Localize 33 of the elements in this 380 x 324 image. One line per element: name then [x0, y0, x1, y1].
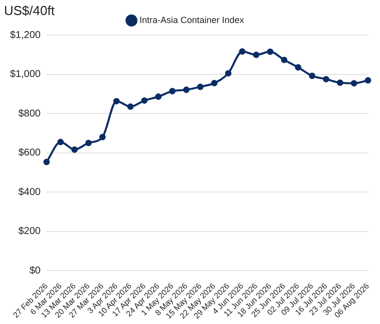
- y-tick-label: $0: [29, 265, 42, 276]
- y-tick-label: $400: [18, 186, 42, 198]
- point: [155, 93, 162, 100]
- point: [294, 64, 302, 71]
- y-tick-label: $600: [18, 148, 42, 159]
- point: [225, 70, 232, 76]
- point: [322, 76, 330, 82]
- point: [336, 79, 344, 86]
- point: [43, 158, 50, 166]
- point: [211, 80, 218, 86]
- point: [308, 72, 316, 80]
- y-tick-label: $1,200: [10, 30, 42, 41]
- point: [266, 48, 274, 55]
- y-tick-label: $200: [18, 226, 42, 238]
- point: [364, 77, 372, 84]
- point: [280, 56, 288, 64]
- point: [253, 52, 260, 58]
- point: [183, 86, 190, 93]
- y-tick-label: $800: [18, 108, 42, 120]
- point: [169, 88, 176, 94]
- point: [57, 138, 64, 146]
- point: [113, 98, 120, 104]
- point: [127, 103, 134, 110]
- point: [71, 146, 78, 153]
- y-tick-label: $1,000: [10, 69, 42, 80]
- point: [141, 97, 148, 104]
- point: [99, 134, 106, 140]
- y-axis-title: US$/40ft: [4, 3, 55, 18]
- legend-label: Intra-Asia Container Index: [139, 14, 245, 25]
- point: [239, 48, 246, 55]
- point: [350, 80, 358, 86]
- point: [85, 140, 92, 146]
- point: [197, 84, 204, 90]
